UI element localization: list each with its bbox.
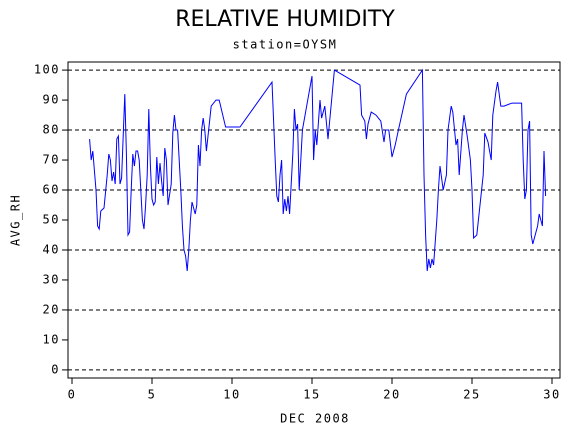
x-tick-label: 20 bbox=[383, 388, 400, 402]
x-axis-label: DEC 2008 bbox=[280, 412, 350, 426]
y-axis-label: AVG_RH bbox=[9, 194, 23, 246]
y-tick-label: 90 bbox=[43, 93, 60, 107]
plot-frame bbox=[67, 61, 561, 379]
y-tick-label: 30 bbox=[43, 272, 60, 286]
chart-subtitle: station=OYSM bbox=[233, 38, 338, 52]
x-tick-label: 10 bbox=[223, 388, 240, 402]
x-tick-label: 0 bbox=[68, 388, 77, 402]
x-tick-label: 5 bbox=[148, 388, 157, 402]
y-tick-label: 50 bbox=[43, 213, 60, 227]
y-tick-label: 40 bbox=[43, 242, 60, 256]
y-tick-label: 100 bbox=[34, 63, 60, 77]
y-tick-label: 70 bbox=[43, 153, 60, 167]
y-tick-label: 60 bbox=[43, 183, 60, 197]
y-tick-label: 10 bbox=[43, 332, 60, 346]
y-tick-label: 20 bbox=[43, 302, 60, 316]
chart-title: RELATIVE HUMIDITY bbox=[175, 7, 395, 32]
x-tick-label: 15 bbox=[303, 388, 320, 402]
x-tick-label: 25 bbox=[463, 388, 480, 402]
data-line bbox=[89, 68, 547, 272]
x-tick-label: 30 bbox=[543, 388, 560, 402]
y-tick-label: 80 bbox=[43, 123, 60, 137]
y-tick-label: 0 bbox=[51, 362, 60, 376]
